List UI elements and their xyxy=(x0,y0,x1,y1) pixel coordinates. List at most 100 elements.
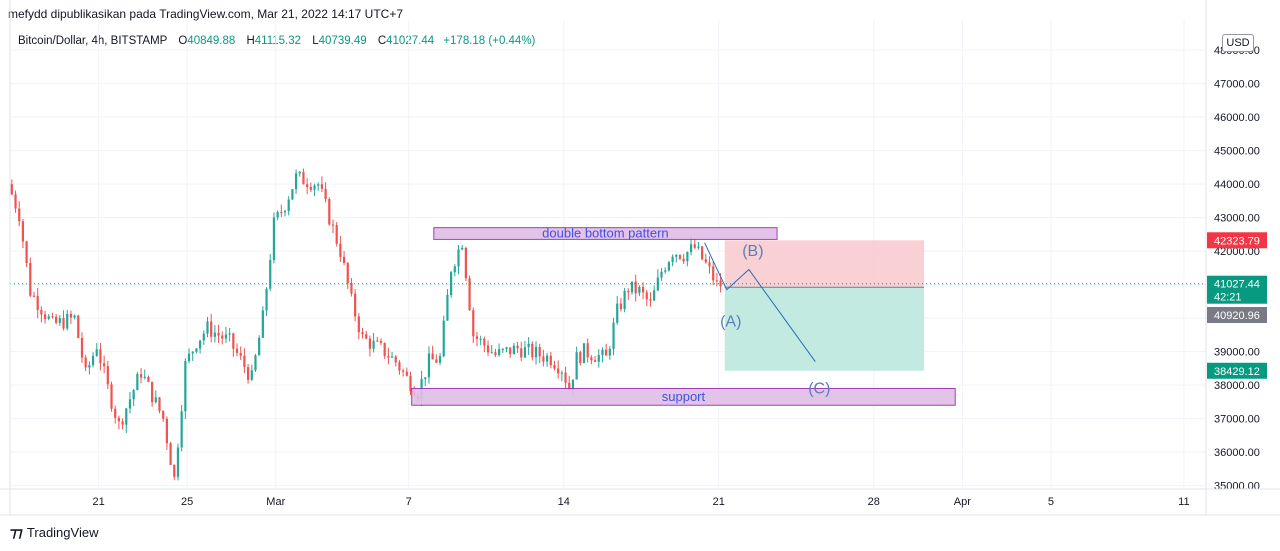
candle xyxy=(258,335,261,356)
candle-body xyxy=(457,249,460,267)
candle xyxy=(228,328,231,342)
candle-body xyxy=(317,184,320,186)
candle-body xyxy=(461,247,464,250)
candle xyxy=(427,346,431,384)
candle xyxy=(210,313,213,343)
candle-body xyxy=(479,338,482,340)
candle-body xyxy=(379,341,383,343)
candle-body xyxy=(294,173,298,190)
candle-body xyxy=(280,212,283,214)
candle-body xyxy=(560,372,563,374)
candle-body xyxy=(483,338,486,346)
candle-body xyxy=(649,299,652,301)
candle-body xyxy=(80,337,84,358)
wave-label: (B) xyxy=(742,243,763,260)
candle xyxy=(43,310,47,324)
currency-badge[interactable]: USD xyxy=(1222,34,1254,52)
candle-body xyxy=(298,171,301,174)
candle-body xyxy=(645,292,648,300)
candle xyxy=(280,204,283,218)
price-label-bg xyxy=(1207,275,1267,304)
candle-body xyxy=(686,252,689,262)
candle-body xyxy=(376,340,379,342)
candle-body xyxy=(641,286,645,293)
candle xyxy=(608,346,611,360)
candle xyxy=(162,410,165,422)
symbol-name[interactable]: Bitcoin/Dollar, 4h, BITSTAMP xyxy=(18,35,168,47)
candle xyxy=(612,317,615,356)
candle xyxy=(435,354,438,364)
candle-body xyxy=(505,347,508,349)
x-tick-label: Mar xyxy=(266,496,285,508)
candle xyxy=(73,314,76,320)
candle-body xyxy=(187,353,191,362)
candle xyxy=(653,285,656,301)
price-label: 40920.96 xyxy=(1207,307,1267,323)
candle-body xyxy=(139,374,143,378)
candle-body xyxy=(575,352,578,380)
candle xyxy=(58,315,61,326)
y-tick-label: 47000.00 xyxy=(1214,79,1260,91)
candle-body xyxy=(553,365,556,369)
candle xyxy=(534,341,538,365)
candle-body xyxy=(453,266,456,273)
candle-body xyxy=(497,349,501,356)
candle-body xyxy=(121,421,124,425)
price-label: 42323.79 xyxy=(1207,232,1267,249)
candle-body xyxy=(653,290,656,301)
candle xyxy=(638,285,641,297)
candle-body xyxy=(95,349,98,356)
candle-body xyxy=(431,353,434,360)
candle xyxy=(560,370,563,382)
candles xyxy=(10,168,722,481)
candle xyxy=(328,197,331,226)
price-label: 38429.12 xyxy=(1207,362,1267,379)
candle xyxy=(708,256,711,274)
candle-body xyxy=(568,382,571,391)
candle-body xyxy=(154,397,157,403)
candle-body xyxy=(520,348,523,358)
candle xyxy=(139,368,143,384)
candle xyxy=(368,335,372,357)
candle xyxy=(365,330,368,340)
candle xyxy=(379,338,383,345)
candle xyxy=(682,253,685,265)
candle-body xyxy=(715,280,719,282)
candle xyxy=(99,342,102,371)
candle-body xyxy=(402,370,405,372)
change-value: +178.18 (+0.44%) xyxy=(443,35,536,47)
candle-body xyxy=(158,397,161,411)
price-label-value: 40920.96 xyxy=(1214,310,1260,322)
candle-body xyxy=(689,244,693,253)
candle xyxy=(250,364,253,382)
candle-body xyxy=(346,263,349,284)
candle xyxy=(457,245,460,275)
candle-body xyxy=(14,194,17,209)
low-value: 40739.49 xyxy=(318,35,367,47)
wave-label: (C) xyxy=(808,380,830,397)
y-tick-label: 45000.00 xyxy=(1214,146,1260,158)
y-tick-label: 36000.00 xyxy=(1214,447,1260,459)
candle xyxy=(527,337,530,355)
x-tick-label: 5 xyxy=(1048,496,1054,508)
candle xyxy=(88,361,91,375)
candle-body xyxy=(494,352,497,356)
candle-body xyxy=(579,352,582,364)
y-tick-label: 39000.00 xyxy=(1214,347,1260,359)
elliott-wave-path xyxy=(704,242,816,362)
candle xyxy=(158,397,161,414)
candle xyxy=(630,281,634,295)
candle xyxy=(468,275,471,311)
candle-body xyxy=(243,355,246,368)
price-label-bg xyxy=(1207,307,1267,323)
candle-body xyxy=(398,362,401,371)
candle xyxy=(128,391,132,414)
candle xyxy=(446,289,449,321)
candle xyxy=(586,338,589,363)
chart-grid xyxy=(10,20,1206,489)
candle xyxy=(342,250,346,266)
candle-body xyxy=(313,185,316,190)
candle xyxy=(387,347,390,365)
